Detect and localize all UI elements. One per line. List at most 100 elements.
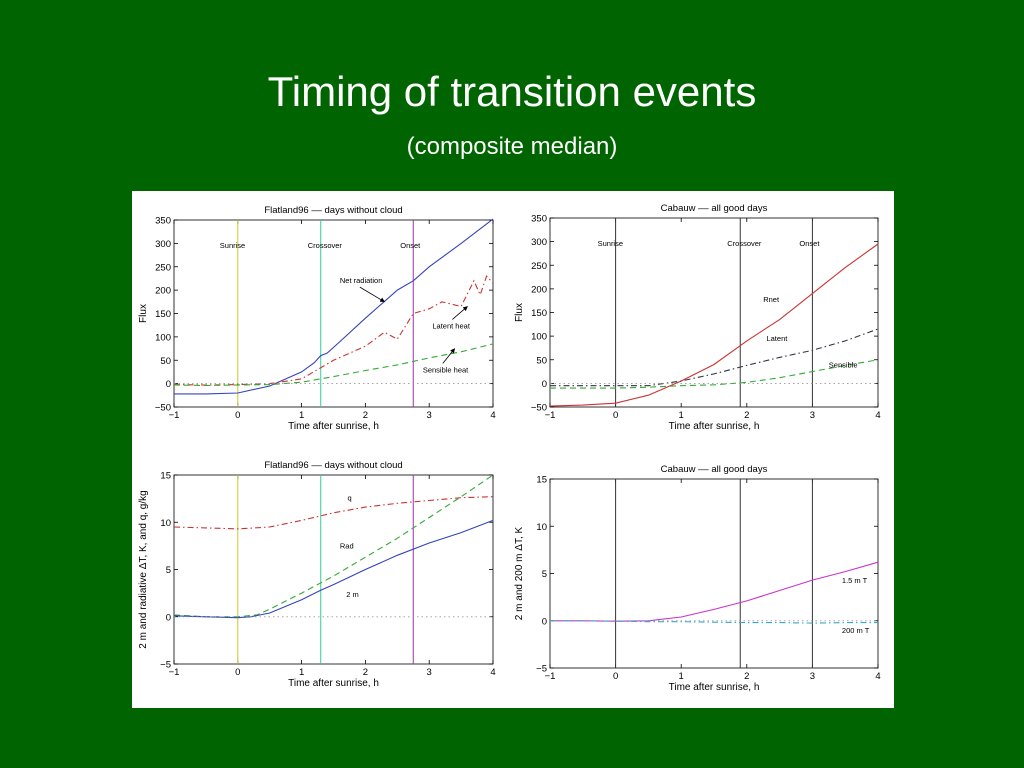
y-tick-label: 15 [536, 475, 547, 486]
y-tick-label: 10 [160, 518, 171, 529]
x-tick-label: 3 [810, 671, 815, 682]
y-tick-label: −5 [536, 664, 547, 675]
x-tick-label: 4 [490, 667, 495, 678]
x-tick-label: −1 [545, 410, 556, 421]
y-tick-label: 250 [155, 262, 171, 273]
chart-cabauw-flux: Cabauw –– all good days −1 0 1 2 3 4 −50 0 50 100 1… [514, 203, 881, 432]
y-axis-label: 2 m and radiative ΔT, K, and q, g/kg [138, 490, 149, 648]
x-axis-label: Time after sunrise, h [669, 421, 760, 432]
annotation-rnet: Rnet [763, 295, 780, 304]
series-line-rnet [549, 243, 879, 407]
plot-area [173, 219, 494, 408]
series-line-2-m [173, 519, 494, 619]
x-tick-label: 3 [427, 410, 432, 421]
y-tick-label: 0 [166, 379, 171, 390]
annotation-arrow [452, 306, 468, 320]
x-tick-label: 4 [875, 671, 880, 682]
x-tick-label: 2 [363, 667, 368, 678]
slide-subtitle: (composite median) [406, 133, 618, 160]
x-tick-label: 1 [679, 410, 684, 421]
y-tick-label: 350 [531, 214, 547, 225]
y-tick-label: −50 [155, 403, 171, 414]
x-tick-label: −1 [169, 410, 180, 421]
y-tick-label: 250 [531, 261, 547, 272]
x-tick-label: 4 [875, 410, 880, 421]
y-tick-label: 300 [155, 239, 171, 250]
series-line-latent-heat [173, 275, 494, 386]
y-axis-label: 2 m and 200 m ΔT, K [514, 526, 525, 620]
event-label-onset: Onset [400, 241, 421, 250]
x-tick-label: 0 [235, 410, 240, 421]
plot-area [173, 474, 494, 665]
event-label-onset: Onset [799, 239, 820, 248]
y-tick-label: 0 [542, 379, 547, 390]
y-tick-label: 100 [531, 332, 547, 343]
x-tick-label: 1 [679, 671, 684, 682]
annotation-200-m-t: 200 m T [842, 626, 870, 635]
x-tick-label: −1 [545, 671, 556, 682]
y-tick-label: 50 [160, 356, 171, 367]
y-tick-label: 10 [536, 522, 547, 533]
event-label-crossover: Crossover [727, 239, 762, 248]
x-tick-label: 4 [490, 410, 495, 421]
x-axis-label: Time after sunrise, h [288, 678, 379, 689]
y-tick-label: 200 [531, 284, 547, 295]
x-tick-label: 1 [299, 410, 304, 421]
y-tick-label: 200 [155, 286, 171, 297]
y-tick-label: 5 [166, 565, 171, 576]
chart-title: Flatland96 –– days without cloud [264, 460, 402, 471]
y-tick-label: 100 [155, 332, 171, 343]
x-tick-label: 2 [744, 671, 749, 682]
annotation-arrow [359, 286, 385, 303]
x-tick-label: 0 [235, 667, 240, 678]
annotation-q: q [348, 494, 352, 503]
event-label-sunrise: Sunrise [220, 241, 245, 250]
y-axis-label: Flux [138, 304, 149, 323]
y-tick-label: 15 [160, 471, 171, 482]
chart-flatland96-temperature: Flatland96 –– days without cloud −1 0 1 2 3 4 −… [138, 460, 496, 689]
plot-area [549, 478, 879, 669]
series-line-sensible-heat [173, 343, 494, 387]
y-tick-label: −5 [160, 660, 171, 671]
x-axis-label: Time after sunrise, h [669, 682, 760, 693]
series-line-latent [550, 328, 879, 387]
x-tick-label: 1 [299, 667, 304, 678]
chart-title: Flatland96 –– days without cloud [264, 205, 402, 216]
y-tick-label: −50 [531, 403, 547, 414]
x-tick-label: 2 [744, 410, 749, 421]
x-tick-label: 3 [810, 410, 815, 421]
event-label-crossover: Crossover [308, 241, 343, 250]
y-tick-label: 150 [531, 308, 547, 319]
series-line-net-radiation [174, 218, 494, 395]
chart-cabauw-temperature: Cabauw –– all good days −1 0 1 2 3 4 −5 0 5 10 15 Ti… [514, 464, 881, 693]
y-tick-label: 50 [536, 355, 547, 366]
x-tick-label: 2 [363, 410, 368, 421]
annotation-arrow [442, 348, 456, 364]
annotation-1-5-m-t: 1.5 m T [842, 576, 868, 585]
chart-title: Cabauw –– all good days [661, 464, 768, 475]
annotation-2-m: 2 m [346, 590, 359, 599]
x-tick-label: 0 [613, 410, 618, 421]
slide-title: Timing of transition events [267, 68, 757, 115]
x-tick-label: −1 [169, 667, 180, 678]
x-tick-label: 3 [427, 667, 432, 678]
annotation-sensible: Sensible [829, 360, 858, 369]
y-tick-label: 0 [542, 616, 547, 627]
event-label-sunrise: Sunrise [598, 239, 623, 248]
y-tick-label: 300 [531, 237, 547, 248]
chart-title: Cabauw –– all good days [661, 203, 768, 214]
chart-flatland96-flux: Flatland96 –– days without cloud −1 0 1 2 3 4 −… [138, 205, 496, 432]
annotation-sensible-heat: Sensible heat [423, 365, 469, 374]
annotation-latent: Latent [766, 334, 788, 343]
y-tick-label: 350 [155, 216, 171, 227]
annotation-rad: Rad [340, 542, 354, 551]
series-line-rad [173, 474, 494, 618]
x-tick-label: 0 [613, 671, 618, 682]
annotation-net-radiation: Net radiation [340, 276, 383, 285]
figure-panel: Flatland96 –– days without cloud −1 0 1 2 3 4 −… [132, 191, 894, 708]
y-tick-label: 0 [166, 612, 171, 623]
annotation-latent-heat: Latent heat [432, 321, 470, 330]
y-tick-label: 5 [542, 569, 547, 580]
y-tick-label: 150 [155, 309, 171, 320]
x-axis-label: Time after sunrise, h [288, 421, 379, 432]
